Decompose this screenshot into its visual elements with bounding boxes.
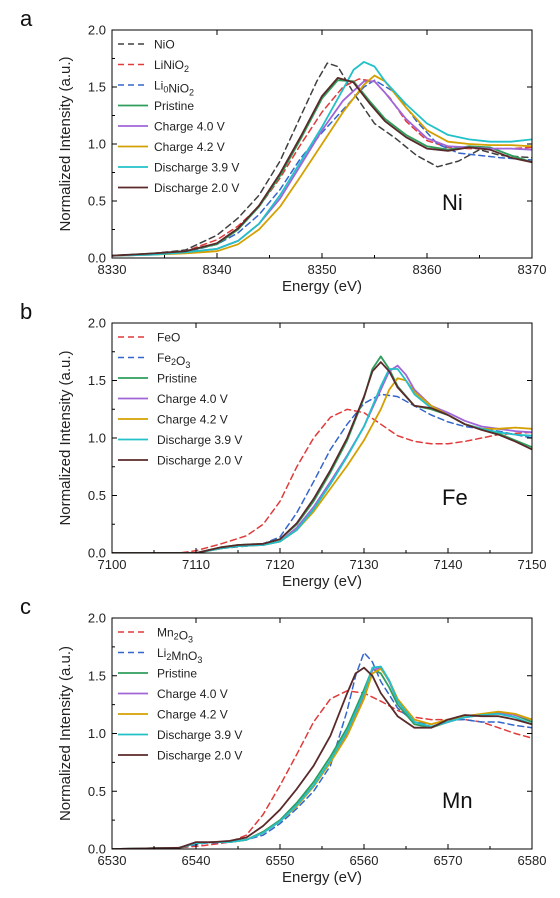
- legend-label: Fe2O3: [157, 351, 190, 370]
- x-axis-label: Energy (eV): [282, 573, 362, 590]
- x-tick-label: 8370: [518, 262, 547, 277]
- series-line-discharge-2-0-v: [112, 666, 532, 849]
- x-tick-label: 7100: [98, 557, 127, 572]
- series-group: [112, 61, 532, 257]
- legend-label: Discharge 3.9 V: [157, 728, 242, 742]
- x-tick-label: 8330: [98, 262, 127, 277]
- chart-panel-b: 7100 7110 7120 7130 7140 7150 0.0 0.5 1.0 1.5 2.0 E…: [20, 299, 546, 590]
- y-tick-label: 0.5: [88, 488, 106, 503]
- element-label: Ni: [442, 190, 463, 215]
- x-axis-label: Energy (eV): [282, 278, 362, 295]
- x-tick-label: 7140: [434, 557, 463, 572]
- y-tick-label: 0.0: [88, 842, 106, 857]
- y-tick-label: 2.0: [88, 23, 106, 38]
- legend-label: Pristine: [157, 372, 197, 386]
- panel-label: c: [20, 594, 31, 619]
- y-tick-label: 1.5: [88, 80, 106, 95]
- legend-label: Discharge 2.0 V: [157, 454, 242, 468]
- x-tick-label: 6580: [518, 853, 547, 868]
- x-tick-label: 8350: [308, 262, 337, 277]
- x-tick-label: 7120: [266, 557, 295, 572]
- series-line-nio: [112, 62, 532, 257]
- y-axis-label: Normalized Intensity (a.u.): [57, 646, 74, 821]
- x-tick-label: 6570: [434, 853, 463, 868]
- x-tick-label: 7130: [350, 557, 379, 572]
- legend-label: Charge 4.0 V: [157, 687, 228, 701]
- legend-label: Charge 4.2 V: [157, 708, 228, 722]
- legend: FeO Fe2O3 Pristine Charge 4.0 V Charge 4.2 V…: [118, 331, 242, 468]
- series-line-feo: [112, 408, 532, 553]
- x-tick-label: 6540: [182, 853, 211, 868]
- series-line-discharge-3-9-v: [112, 61, 532, 257]
- y-tick-label: 1.5: [88, 668, 106, 683]
- legend-label: Discharge 2.0 V: [154, 181, 239, 195]
- legend-label: Li2MnO3: [157, 646, 202, 665]
- legend-label: NiO: [154, 38, 175, 52]
- y-tick-label: 1.0: [88, 431, 106, 446]
- chart-panel-c: 6530 6540 6550 6560 6570 6580 0.0 0.5 1.0 1.5 2.0 E…: [20, 594, 546, 886]
- legend-label: Charge 4.2 V: [157, 413, 228, 427]
- y-axis-label: Normalized Intensity (a.u.): [57, 56, 74, 231]
- y-tick-label: 1.0: [88, 726, 106, 741]
- legend-label: FeO: [157, 331, 180, 345]
- x-tick-label: 7150: [518, 557, 547, 572]
- y-tick-label: 0.0: [88, 546, 106, 561]
- y-axis-label: Normalized Intensity (a.u.): [57, 350, 74, 525]
- x-tick-label: 8340: [203, 262, 232, 277]
- y-tick-label: 2.0: [88, 611, 106, 626]
- panel-label: b: [20, 299, 32, 324]
- series-group: [112, 651, 532, 849]
- y-tick-label: 2.0: [88, 316, 106, 331]
- series-line-discharge-3-9-v: [112, 665, 532, 849]
- legend-label: Mn2O3: [157, 626, 193, 645]
- y-tick-label: 1.0: [88, 137, 106, 152]
- y-tick-label: 0.5: [88, 784, 106, 799]
- panel-label: a: [20, 6, 33, 31]
- legend-label: Charge 4.0 V: [154, 120, 225, 134]
- x-tick-label: 6560: [350, 853, 379, 868]
- legend-label: Charge 4.0 V: [157, 392, 228, 406]
- series-group: [112, 355, 532, 553]
- x-tick-label: 6530: [98, 853, 127, 868]
- legend-label: Discharge 3.9 V: [154, 161, 239, 175]
- x-tick-label: 8360: [413, 262, 442, 277]
- legend-label: Discharge 3.9 V: [157, 433, 242, 447]
- legend-label: Li0NiO2: [154, 79, 194, 98]
- x-tick-label: 7110: [182, 557, 210, 572]
- y-tick-label: 1.5: [88, 373, 106, 388]
- legend-label: Charge 4.2 V: [154, 140, 225, 154]
- series-line-charge-4-2-v: [112, 74, 532, 257]
- series-line-discharge-2-0-v: [112, 77, 532, 257]
- y-tick-label: 0.5: [88, 194, 106, 209]
- legend-label: Pristine: [154, 99, 194, 113]
- series-line-discharge-2-0-v: [112, 361, 532, 553]
- x-tick-label: 6550: [266, 853, 295, 868]
- series-line-mn2o3: [112, 690, 532, 849]
- legend-label: Pristine: [157, 667, 197, 681]
- chart-panel-a: 8330 8340 8350 8360 8370 0.0 0.5 1.0 1.5 2.0 Energ…: [20, 6, 546, 295]
- legend-label: Discharge 2.0 V: [157, 749, 242, 763]
- element-label: Mn: [442, 788, 473, 813]
- legend-label: LiNiO2: [154, 58, 189, 74]
- element-label: Fe: [442, 485, 468, 510]
- y-tick-label: 0.0: [88, 251, 106, 266]
- x-axis-label: Energy (eV): [282, 869, 362, 886]
